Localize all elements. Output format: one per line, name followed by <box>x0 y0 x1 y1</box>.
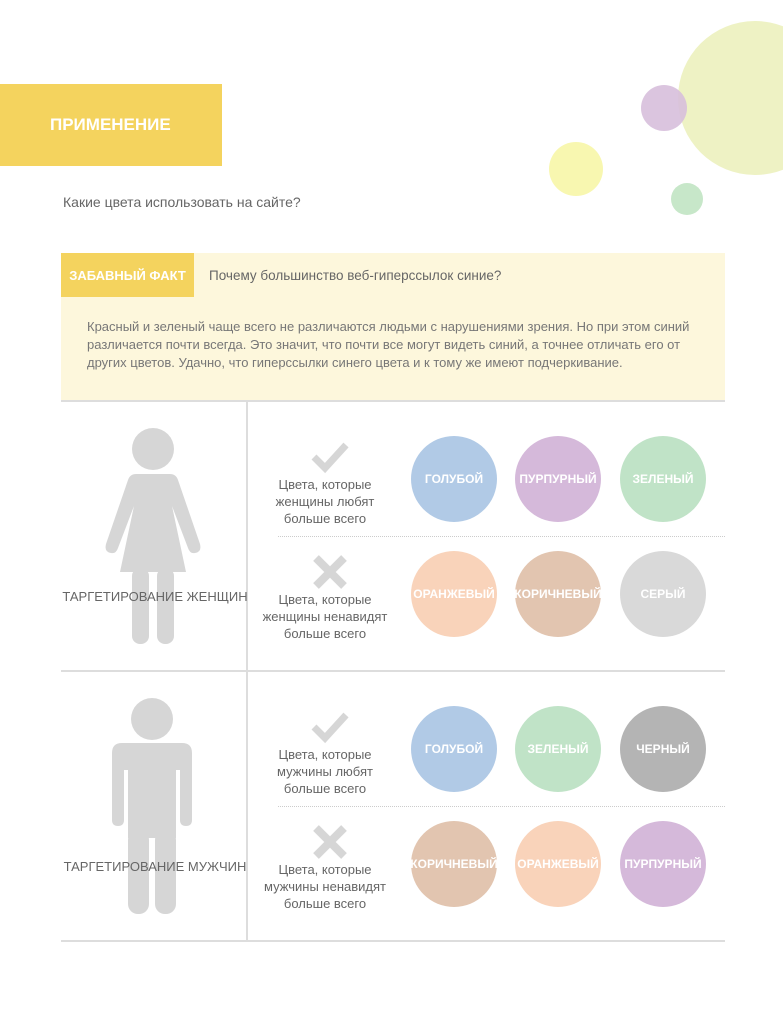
column-divider <box>246 400 248 940</box>
dotted-divider <box>278 536 725 537</box>
color-circle: ПУРПУРНЫЙ <box>620 821 706 907</box>
fun-fact-box: ЗАБАВНЫЙ ФАКТ Почему большинство веб-гип… <box>61 253 725 400</box>
color-circle: ОРАНЖЕВЫЙ <box>411 551 497 637</box>
check-icon <box>310 709 350 745</box>
color-circle: КОРИЧНЕВЫЙ <box>514 551 602 637</box>
row-label: Цвета, которые мужчины ненавидят больше … <box>263 862 386 911</box>
cross-icon <box>310 554 350 590</box>
woman-figure-icon <box>105 428 201 644</box>
color-circle: СЕРЫЙ <box>620 551 706 637</box>
color-circle: ЗЕЛЕНЫЙ <box>620 436 706 522</box>
color-circle: ЗЕЛЕНЫЙ <box>515 706 601 792</box>
fun-fact-question: Почему большинство веб-гиперссылок синие… <box>209 268 502 283</box>
decor-circle-yellow <box>549 142 603 196</box>
fun-fact-tag: ЗАБАВНЫЙ ФАКТ <box>61 253 194 297</box>
fun-fact-body: Красный и зеленый чаще всего не различаю… <box>87 319 690 370</box>
decor-circle-purple <box>641 85 687 131</box>
color-circle: ГОЛУБОЙ <box>411 706 497 792</box>
target-women-label: ТАРГЕТИРОВАНИЕ ЖЕНЩИН <box>62 589 248 604</box>
target-men-label: ТАРГЕТИРОВАНИЕ МУЖЧИН <box>63 859 247 874</box>
color-circle: ПУРПУРНЫЙ <box>515 436 601 522</box>
decor-circle-green <box>671 183 703 215</box>
dotted-divider <box>278 806 725 807</box>
color-circle: ГОЛУБОЙ <box>411 436 497 522</box>
cross-icon <box>310 824 350 860</box>
divider <box>61 940 725 942</box>
section-question: Какие цвета использовать на сайте? <box>63 194 301 210</box>
color-circle: ОРАНЖЕВЫЙ <box>515 821 601 907</box>
section-title: ПРИМЕНЕНИЕ <box>0 84 222 166</box>
decor-circle-lime <box>678 21 783 175</box>
row-label: Цвета, которые женщины ненавидят больше … <box>262 592 388 641</box>
check-icon <box>310 439 350 475</box>
row-label: Цвета, которые женщины любят больше всег… <box>275 477 375 526</box>
color-circle: ЧЕРНЫЙ <box>620 706 706 792</box>
man-figure-icon <box>112 698 192 914</box>
divider <box>61 670 725 672</box>
row-label: Цвета, которые мужчины любят больше всег… <box>277 747 373 796</box>
color-circle: КОРИЧНЕВЫЙ <box>410 821 498 907</box>
divider <box>61 400 725 402</box>
